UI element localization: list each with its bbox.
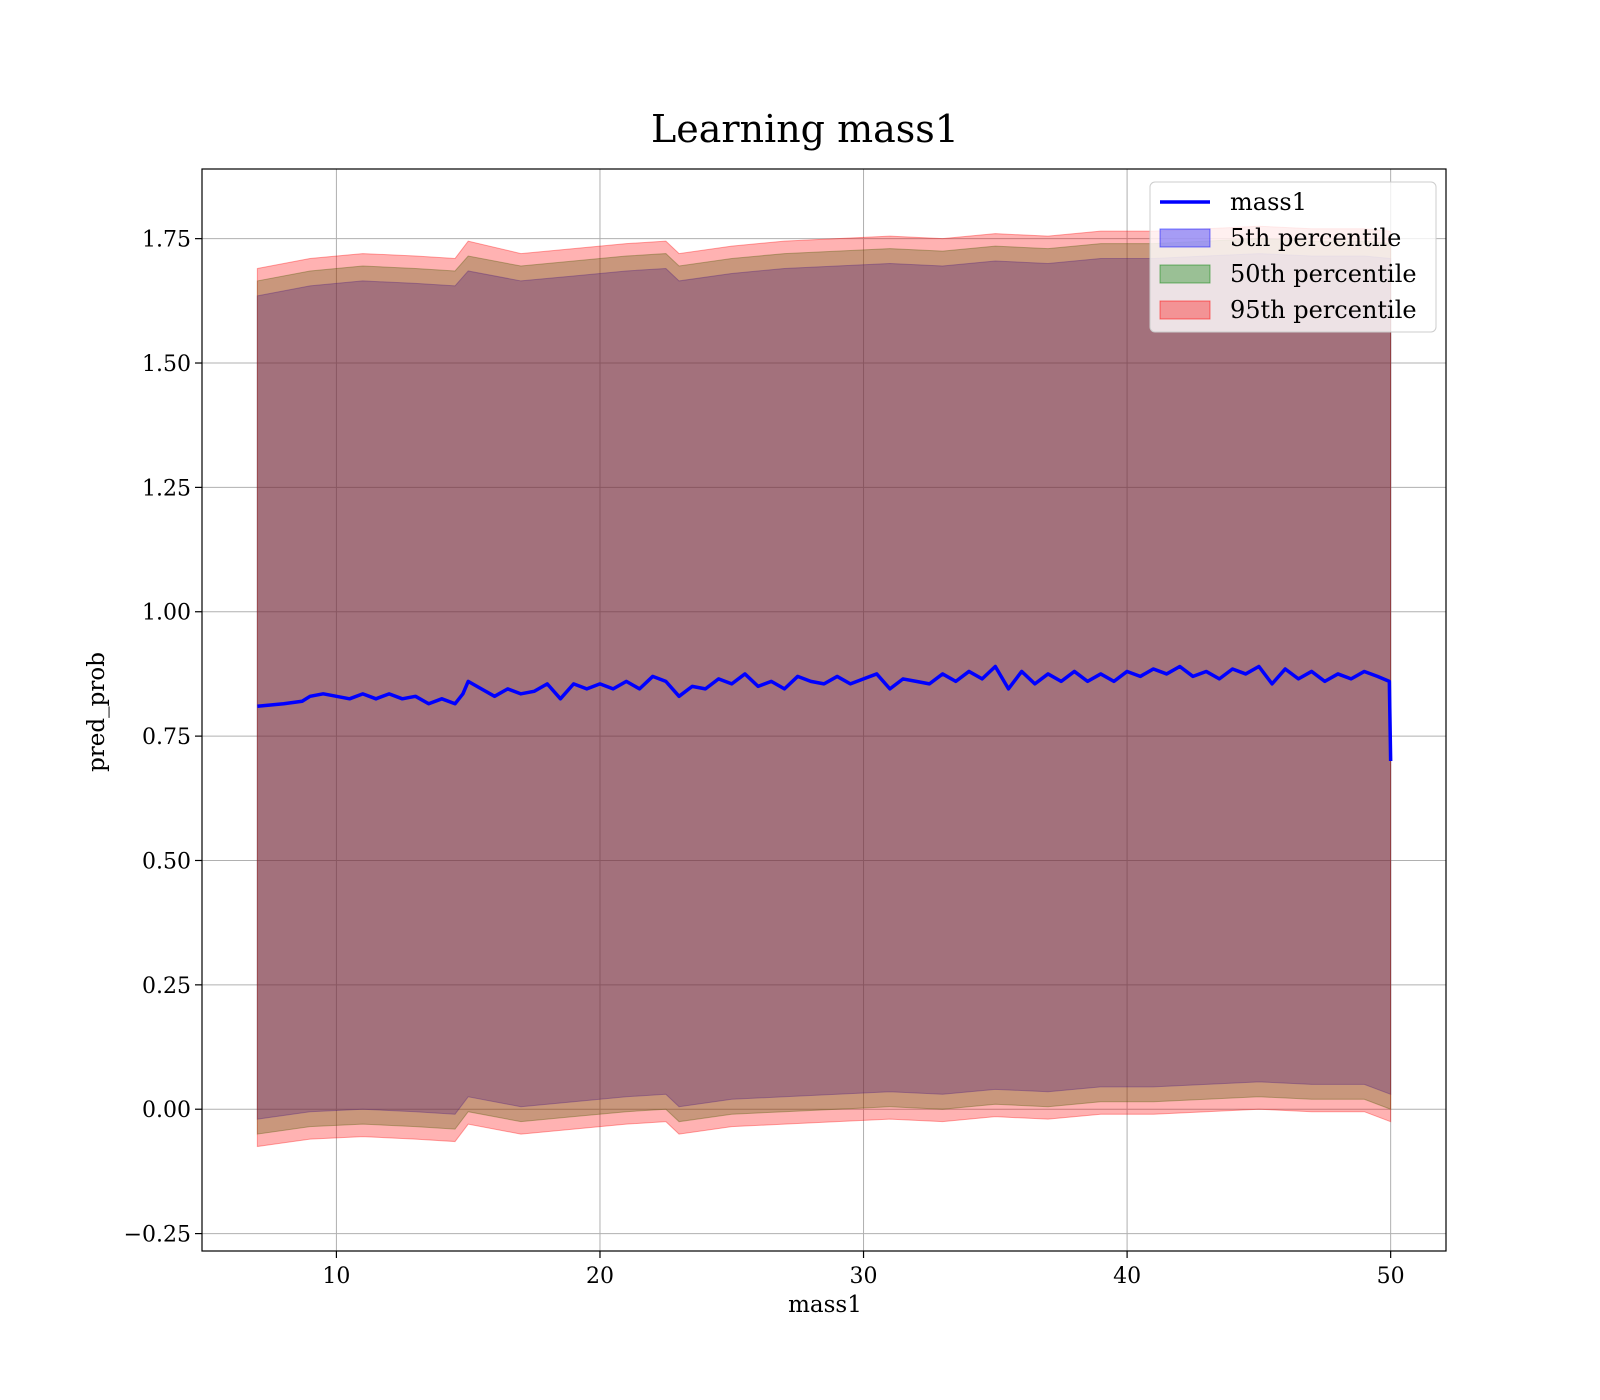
plot-frame [201, 168, 1447, 1252]
x-axis-ticks: 10 20 30 40 50 [322, 1251, 1405, 1289]
y-tick-label: 0.75 [142, 725, 191, 750]
y-tick-label: 1.00 [142, 601, 191, 626]
legend: mass1 5th percentile 50th percentile 95th p… [1149, 181, 1437, 333]
legend-band-swatch [1159, 228, 1211, 248]
legend-box [1149, 181, 1437, 333]
series-lines [257, 664, 1393, 762]
legend-label: 5th percentile [1230, 224, 1401, 252]
x-axis-label: mass1 [788, 1292, 862, 1318]
y-tick-label: 0.50 [142, 849, 191, 874]
y-axis-label: pred_prob [84, 652, 110, 772]
grid-lines [202, 169, 1446, 1251]
chart-title: Learning mass1 [651, 107, 959, 151]
legend-label: 95th percentile [1230, 296, 1417, 324]
y-tick-label: 1.75 [142, 228, 191, 253]
band-95th-percentile [256, 225, 1392, 1148]
y-tick-label: 1.50 [142, 352, 191, 377]
y-tick-label: 1.25 [142, 476, 191, 501]
band-50th-percentile [256, 238, 1392, 1135]
legend-label: mass1 [1230, 188, 1307, 216]
plot-area [202, 169, 1446, 1251]
legend-band-swatch [1159, 264, 1211, 284]
plot-background [202, 169, 1446, 1251]
y-tick-label: 0.00 [142, 1098, 191, 1123]
y-tick-label: −0.25 [124, 1223, 191, 1248]
x-tick-label: 10 [322, 1264, 350, 1289]
y-tick-label: 0.25 [142, 974, 191, 999]
x-tick-label: 50 [1377, 1264, 1405, 1289]
axes-frame [201, 168, 1447, 1252]
x-tick-label: 20 [586, 1264, 614, 1289]
x-tick-label: 40 [1113, 1264, 1141, 1289]
band-5th-percentile [256, 253, 1392, 1120]
legend-band-swatch [1159, 300, 1211, 320]
percentile-bands [256, 225, 1392, 1148]
x-tick-label: 30 [850, 1264, 878, 1289]
y-axis-ticks: −0.25 0.00 0.25 0.50 0.75 1.00 1.25 1.50 1.75 [124, 228, 202, 1248]
series-line-mass1 [257, 664, 1393, 762]
legend-label: 50th percentile [1230, 260, 1417, 288]
